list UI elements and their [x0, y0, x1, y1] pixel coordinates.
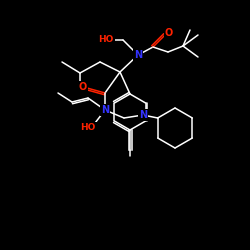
- Text: O: O: [79, 82, 87, 92]
- Text: HO: HO: [98, 36, 114, 44]
- Text: HO: HO: [80, 122, 96, 132]
- Text: N: N: [101, 105, 109, 115]
- Text: O: O: [165, 28, 173, 38]
- Text: N: N: [134, 50, 142, 60]
- Text: N: N: [139, 110, 147, 120]
